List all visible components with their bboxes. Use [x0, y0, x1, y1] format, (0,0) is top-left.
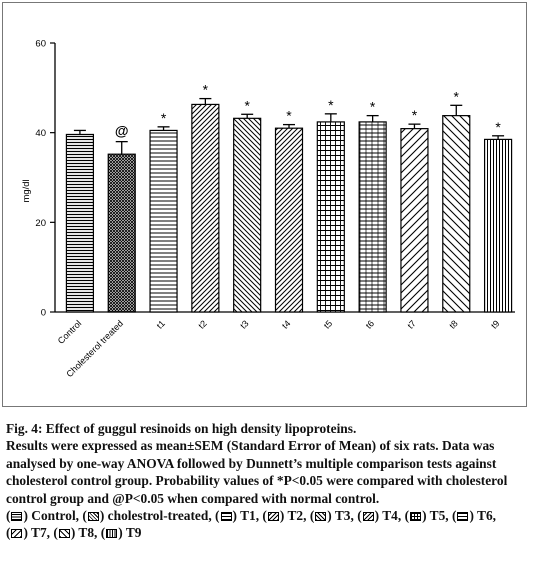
bar-annotation: *	[286, 108, 292, 124]
y-tick-label: 20	[35, 218, 46, 229]
bar	[316, 121, 345, 313]
legend-entry: () T4,	[357, 508, 402, 524]
legend-swatch	[58, 529, 70, 539]
legend-label: T9	[122, 525, 142, 541]
bar	[442, 115, 471, 313]
legend-entry: () T6,	[451, 508, 497, 524]
chart-axes: 0 20 40 60 mg/dl	[21, 39, 515, 319]
legend-entry: () T2,	[262, 508, 307, 524]
x-tick-label: t8	[447, 318, 459, 330]
x-tick-label: t4	[280, 318, 292, 330]
bar-annotation: @	[115, 123, 129, 139]
legend-label: cholestrol-treated,	[104, 508, 212, 524]
bar-annotation: *	[328, 97, 334, 113]
x-tick-label: Control	[56, 318, 84, 346]
legend-label: T8,	[75, 525, 98, 541]
y-tick-label: 60	[35, 39, 46, 50]
legend-entry: () T7,	[6, 525, 51, 541]
bar-annotation: *	[203, 82, 209, 98]
x-tick-label: t5	[322, 318, 334, 330]
bar	[274, 127, 304, 313]
legend-swatch	[11, 529, 23, 539]
bar	[483, 138, 513, 313]
legend-swatch	[106, 529, 118, 539]
caption-title: Fig. 4: Effect of guggul resinoids on hi…	[6, 421, 357, 436]
legend-swatch	[11, 512, 23, 522]
legend-label: T3,	[331, 508, 354, 524]
x-tick-label: t6	[364, 318, 376, 330]
legend-entry: () T5,	[404, 508, 449, 524]
bar	[358, 121, 387, 313]
x-tick-label: t9	[489, 318, 501, 330]
bar	[191, 103, 220, 313]
legend-swatch	[315, 512, 327, 522]
x-tick-label: t7	[405, 318, 417, 330]
legend-label: T4,	[379, 508, 402, 524]
bar-annotation: *	[370, 99, 376, 115]
legend-swatch	[267, 512, 279, 522]
legend-entry: () T9	[100, 525, 142, 541]
x-tick-label: t1	[155, 318, 167, 330]
y-axis-label: mg/dl	[21, 179, 32, 202]
legend-label: T7,	[27, 525, 51, 541]
legend-entry: () T8,	[53, 525, 98, 541]
bar	[400, 128, 429, 313]
bar-annotation: *	[454, 88, 460, 104]
legend-entry: () cholestrol-treated,	[82, 508, 212, 524]
x-tick-label: t3	[238, 318, 250, 330]
legend-entry: () Control,	[6, 508, 80, 524]
legend-label: T6,	[473, 508, 497, 524]
figure-frame: 0 20 40 60 mg/dl Control @ Cholesterol treated…	[2, 2, 527, 407]
legend-swatch	[457, 512, 469, 522]
bar-annotation: *	[495, 119, 501, 135]
legend-entry: () T3,	[309, 508, 354, 524]
x-tick-label: t2	[196, 318, 208, 330]
legend-swatch	[87, 512, 99, 522]
bar	[107, 153, 136, 313]
legend-swatch	[220, 512, 232, 522]
bar-annotation: *	[412, 107, 418, 123]
caption-body: Results were expressed as mean±SEM (Stan…	[6, 438, 508, 506]
legend-entry: () T1,	[215, 508, 260, 524]
bar-annotation: *	[161, 110, 167, 126]
legend-swatch	[362, 512, 374, 522]
bar	[65, 133, 95, 313]
bar	[233, 117, 262, 313]
legend-label: T5,	[426, 508, 449, 524]
chart-bars	[65, 97, 513, 313]
bar-annotation: *	[244, 97, 250, 113]
figure-caption: Fig. 4: Effect of guggul resinoids on hi…	[6, 420, 528, 542]
legend-label: T1,	[236, 508, 260, 524]
y-tick-label: 40	[35, 128, 46, 139]
legend-label: Control,	[27, 508, 80, 524]
legend-swatch	[410, 512, 422, 522]
bar	[149, 129, 178, 313]
y-tick-label: 0	[41, 308, 46, 319]
legend-label: T2,	[284, 508, 307, 524]
caption-legend: () Control, () cholestrol-treated, () T1…	[6, 507, 528, 542]
